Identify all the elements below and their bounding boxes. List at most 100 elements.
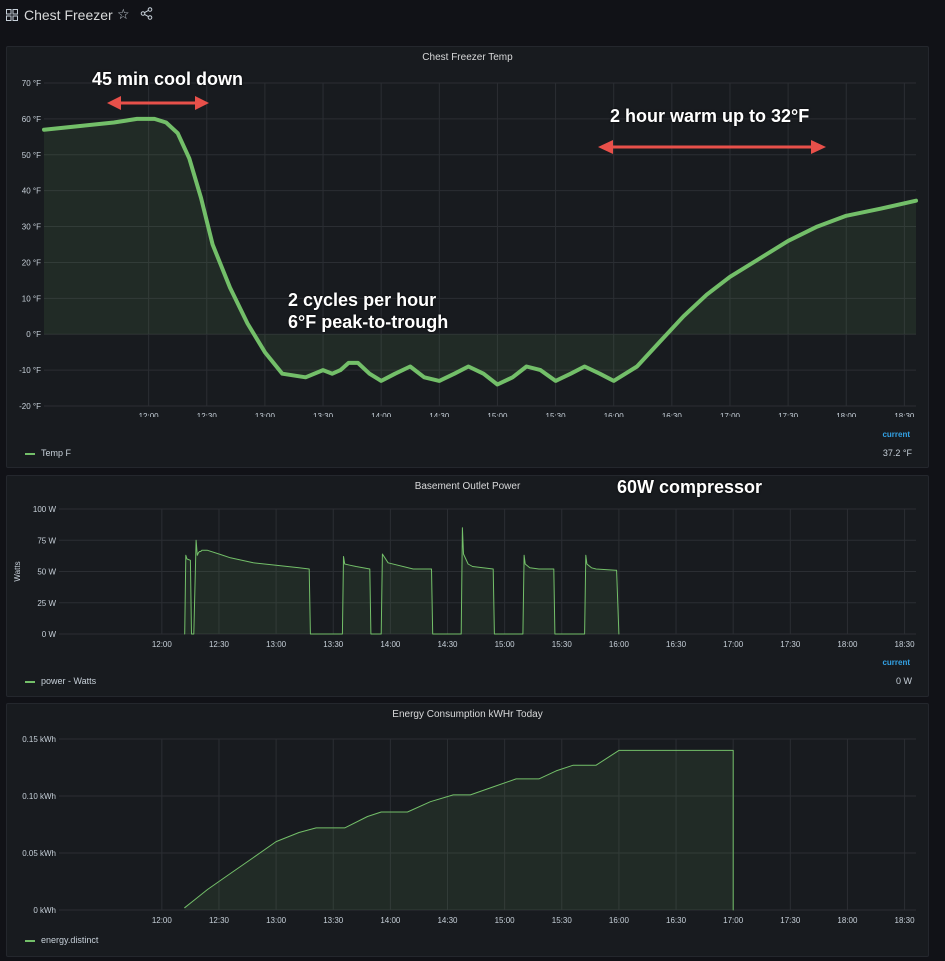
energy-y-tick-label: 0 kWh [33,906,56,915]
energy-x-tick-label: 17:00 [723,916,744,925]
temp-legend-item[interactable]: Temp F [25,448,71,458]
temp-y-tick-label: 40 °F [22,187,41,196]
temp-x-tick-label: 15:00 [487,412,508,417]
power-x-tick-label: 16:00 [609,640,630,649]
temp-y-tick-label: 20 °F [22,258,41,267]
power-x-tick-label: 12:30 [209,640,230,649]
dashboard-header: Chest Freezer ☆ [0,0,945,32]
power-chart: 0 W 25 W 50 W 75 W 100 W 12:00 12:30 13:00 13:30… [13,505,916,649]
temp-y-tick-label: 50 °F [22,151,41,160]
power-legend-swatch [25,680,35,683]
energy-panel: Energy Consumption kWHr Today 0 kWh 0.05 … [6,703,929,957]
energy-legend-swatch [25,939,35,942]
power-legend-item[interactable]: power - Watts [25,676,96,686]
energy-series-line [184,749,734,911]
star-icon[interactable]: ☆ [117,6,130,22]
temp-series-line [42,116,918,387]
energy-y-tick-label: 0.15 kWh [22,735,56,744]
power-x-tick-label: 18:00 [837,640,858,649]
temp-x-tick-label: 18:00 [836,412,857,417]
power-x-tick-label: 17:30 [780,640,801,649]
power-x-tick-label: 15:30 [552,640,573,649]
power-x-tick-label: 12:00 [152,640,173,649]
temp-x-tick-label: 16:00 [604,412,625,417]
temp-x-tick-label: 12:30 [197,412,218,417]
temp-x-tick-label: 18:30 [894,412,915,417]
temp-chart: -20 °F -10 °F 0 °F 10 °F 20 °F 30 °F 40 °F 50 °… [19,79,918,417]
energy-x-tick-label: 12:00 [152,916,173,925]
power-series-area [184,527,619,634]
power-x-tick-label: 13:30 [323,640,344,649]
temp-y-tick-label: 70 °F [22,79,41,88]
temp-legend-header[interactable]: current [882,430,910,439]
power-y-tick-label: 25 W [37,599,56,608]
power-x-tick-label: 16:30 [666,640,687,649]
temp-y-tick-label: 10 °F [22,294,41,303]
temp-x-tick-label: 15:30 [546,412,567,417]
energy-x-tick-label: 15:30 [552,916,573,925]
energy-panel-title[interactable]: Energy Consumption kWHr Today [392,709,543,720]
energy-x-tick-label: 15:00 [495,916,516,925]
temp-x-tick-label: 17:00 [720,412,741,417]
energy-chart: 0 kWh 0.05 kWh 0.10 kWh 0.15 kWh 12:00 12:30 1… [22,735,916,925]
energy-x-tick-label: 16:00 [609,916,630,925]
temp-x-tick-label: 13:30 [313,412,334,417]
power-legend-value: 0 W [895,676,912,686]
power-x-tick-label: 17:00 [723,640,744,649]
temp-series-area [44,118,916,385]
power-x-tick-label: 14:00 [380,640,401,649]
energy-x-tick-label: 13:00 [266,916,287,925]
dashboard-title[interactable]: Chest Freezer [24,7,113,23]
dashboard-grid-icon[interactable] [6,9,18,21]
power-x-tick-label: 13:00 [266,640,287,649]
energy-x-tick-label: 14:30 [437,916,458,925]
temp-x-tick-label: 14:00 [371,412,392,417]
energy-legend-item[interactable]: energy.distinct [25,935,98,945]
temp-panel-title[interactable]: Chest Freezer Temp [422,52,513,63]
temp-y-tick-label: 60 °F [22,115,41,124]
power-y-axis-label: Watts [13,561,22,581]
energy-y-tick-label: 0.05 kWh [22,849,56,858]
power-series-line [184,527,620,635]
temp-y-tick-label: 0 °F [26,330,41,339]
energy-legend-label: energy.distinct [41,935,99,945]
temp-legend-label: Temp F [41,448,72,458]
power-panel: Basement Outlet Power 0 W 25 W 50 W 75 W 100… [6,475,929,697]
temp-y-tick-label: -10 °F [19,366,41,375]
power-legend-header[interactable]: current [882,658,910,667]
warm-up-annotation: 2 hour warm up to 32°F [610,106,810,126]
power-x-tick-label: 14:30 [437,640,458,649]
temp-panel: Chest Freezer Temp -20 °F -10 °F 0 °F 10 °F… [6,46,929,468]
power-x-tick-label: 18:30 [895,640,916,649]
temp-y-tick-label: 30 °F [22,223,41,232]
temp-y-tick-label: -20 °F [19,402,41,411]
power-y-tick-label: 0 W [42,630,57,639]
power-y-tick-label: 100 W [33,505,57,514]
cool-down-annotation: 45 min cool down [92,69,244,89]
temp-x-tick-label: 13:00 [255,412,276,417]
compressor-annotation: 60W compressor [617,477,763,497]
power-y-tick-label: 75 W [37,536,56,545]
energy-x-tick-label: 18:30 [895,916,916,925]
energy-x-tick-label: 12:30 [209,916,230,925]
energy-x-tick-label: 16:30 [666,916,687,925]
energy-y-tick-label: 0.10 kWh [22,792,56,801]
energy-x-tick-label: 13:30 [323,916,344,925]
temp-x-tick-label: 17:30 [778,412,799,417]
temp-x-tick-label: 16:30 [662,412,683,417]
cycles-annotation-line2: 6°F peak-to-trough [288,312,449,332]
share-icon[interactable] [140,7,153,20]
energy-x-tick-label: 14:00 [380,916,401,925]
temp-legend-value: 37.2 °F [882,448,912,458]
power-legend-label: power - Watts [41,676,97,686]
temp-x-tick-label: 14:30 [429,412,450,417]
energy-series-area [184,750,734,910]
temp-legend-swatch [25,452,35,455]
power-y-tick-label: 50 W [37,568,56,577]
power-panel-title[interactable]: Basement Outlet Power [414,481,521,492]
temp-x-tick-label: 12:00 [139,412,160,417]
power-x-tick-label: 15:00 [495,640,516,649]
energy-x-tick-label: 17:30 [780,916,801,925]
cycles-annotation-line1: 2 cycles per hour [288,290,437,310]
energy-x-tick-label: 18:00 [837,916,858,925]
